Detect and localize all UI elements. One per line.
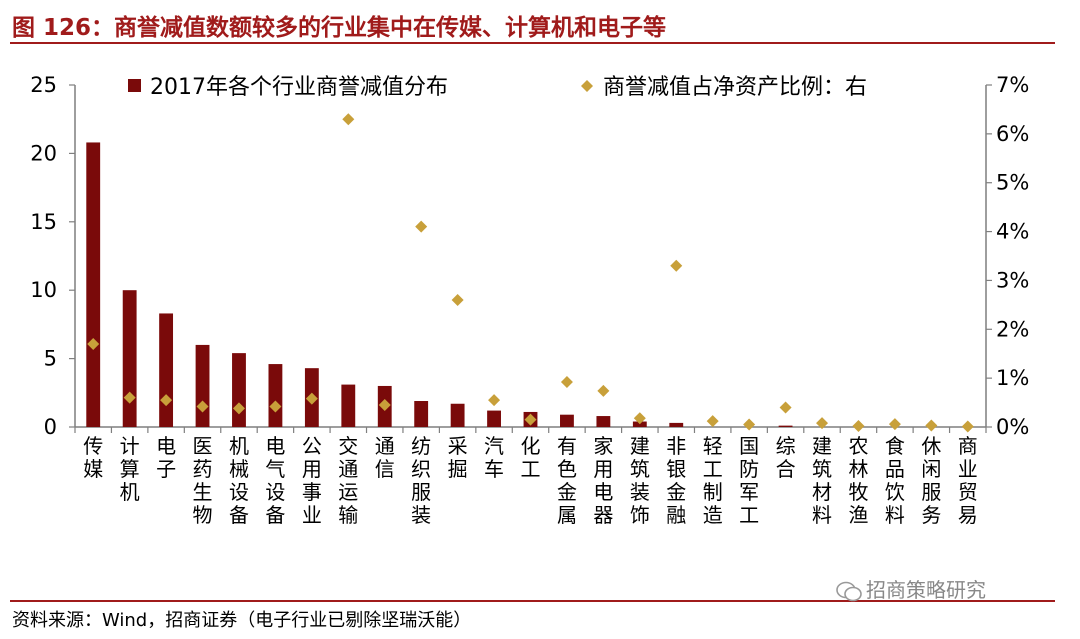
scatter-point (524, 413, 537, 426)
bar (560, 414, 574, 427)
legend-label-bar: 2017年各个行业商誉减值分布 (150, 75, 448, 100)
scatter-point (305, 392, 318, 405)
scatter-point (560, 376, 573, 389)
y-right-tick-label: 7% (996, 73, 1029, 97)
x-tick-label: 国防军工 (739, 434, 759, 527)
bar (341, 384, 356, 427)
scatter-point (743, 418, 756, 431)
y-right-tick-label: 1% (996, 366, 1029, 390)
y-left-tick-label: 25 (30, 73, 57, 97)
footer-rule (10, 600, 1055, 602)
scatter-point (232, 402, 245, 415)
bar (268, 364, 283, 427)
y-left-tick-label: 5 (44, 347, 57, 371)
scatter-point (779, 401, 792, 414)
x-tick-label: 综合 (776, 434, 796, 481)
x-tick-label: 建筑材料 (812, 434, 832, 527)
scatter-point (597, 384, 610, 397)
bar (159, 313, 174, 427)
x-tick-label: 纺织服装 (411, 434, 431, 527)
x-tick-label: 轻工制造 (703, 434, 723, 527)
bar (669, 422, 684, 427)
x-tick-label: 计算机 (120, 434, 140, 504)
x-tick-label: 电子 (156, 434, 176, 481)
x-tick-label: 采掘 (448, 434, 468, 481)
watermark-text: 招商策略研究 (866, 578, 986, 602)
x-tick-label: 建筑装饰 (630, 434, 650, 527)
bar (122, 290, 137, 427)
bar (596, 416, 611, 427)
source-note: 资料来源：Wind，招商证券（电子行业已剔除坚瑞沃能） (12, 610, 472, 631)
bar (487, 410, 501, 427)
bar (778, 425, 793, 427)
bar (232, 353, 246, 427)
legend-swatch-marker (581, 80, 593, 92)
x-tick-label: 商业贸易 (958, 434, 978, 527)
x-tick-label: 电气设备 (265, 434, 285, 527)
legend-label-marker: 商誉减值占净资产比例：右 (603, 75, 867, 100)
bar (86, 142, 101, 427)
bar (632, 421, 647, 427)
scatter-point (488, 394, 501, 407)
x-tick-label: 食品饮料 (885, 434, 905, 527)
scatter-point (160, 394, 173, 407)
y-right-tick-label: 4% (996, 220, 1029, 244)
x-tick-label: 非银金融 (666, 434, 686, 527)
scatter-point (378, 399, 391, 412)
bar (414, 401, 429, 427)
scatter-point (925, 419, 938, 432)
y-left-tick-label: 0 (44, 415, 57, 439)
watermark: 招商策略研究 (836, 574, 986, 603)
y-right-tick-label: 0% (996, 415, 1029, 439)
x-tick-label: 传媒 (83, 434, 103, 481)
y-right-tick-label: 2% (996, 317, 1029, 341)
scatter-point (269, 400, 282, 413)
x-tick-label: 家用电器 (593, 434, 613, 527)
wechat-icon (836, 581, 862, 601)
scatter-point (415, 220, 428, 233)
scatter-point (852, 420, 865, 433)
y-left-tick-label: 15 (30, 210, 57, 234)
scatter-point (706, 415, 719, 428)
x-tick-label: 通信 (375, 434, 395, 481)
scatter-point (670, 259, 683, 272)
figure-title: 图 126：商誉减值数额较多的行业集中在传媒、计算机和电子等 (12, 15, 667, 41)
x-tick-label: 农林牧渔 (848, 434, 868, 527)
scatter-point (123, 391, 136, 404)
scatter-point (451, 293, 464, 306)
scatter-point (342, 113, 355, 126)
x-tick-label: 有色金属 (557, 434, 577, 527)
x-tick-label: 医药生物 (193, 434, 213, 527)
y-right-tick-label: 5% (996, 171, 1029, 195)
scatter-point (196, 400, 209, 413)
scatter-point (961, 420, 974, 433)
bar (195, 344, 210, 427)
x-tick-label: 交通运输 (338, 434, 358, 527)
scatter-point (816, 417, 829, 430)
scatter-point (888, 418, 901, 431)
x-tick-label: 机械设备 (229, 434, 249, 527)
bar (450, 403, 465, 427)
y-left-tick-label: 20 (30, 141, 57, 165)
y-right-tick-label: 3% (996, 268, 1029, 292)
y-right-tick-label: 6% (996, 122, 1029, 146)
title-rule (10, 42, 1055, 44)
x-tick-label: 化工 (521, 434, 541, 481)
x-tick-label: 汽车 (484, 434, 504, 481)
scatter-point (633, 412, 646, 425)
x-tick-label: 公用事业 (302, 434, 322, 527)
x-tick-label: 休闲服务 (921, 434, 941, 527)
y-left-tick-label: 10 (30, 278, 57, 302)
scatter-point (87, 337, 100, 350)
legend-swatch-bar (128, 79, 141, 92)
